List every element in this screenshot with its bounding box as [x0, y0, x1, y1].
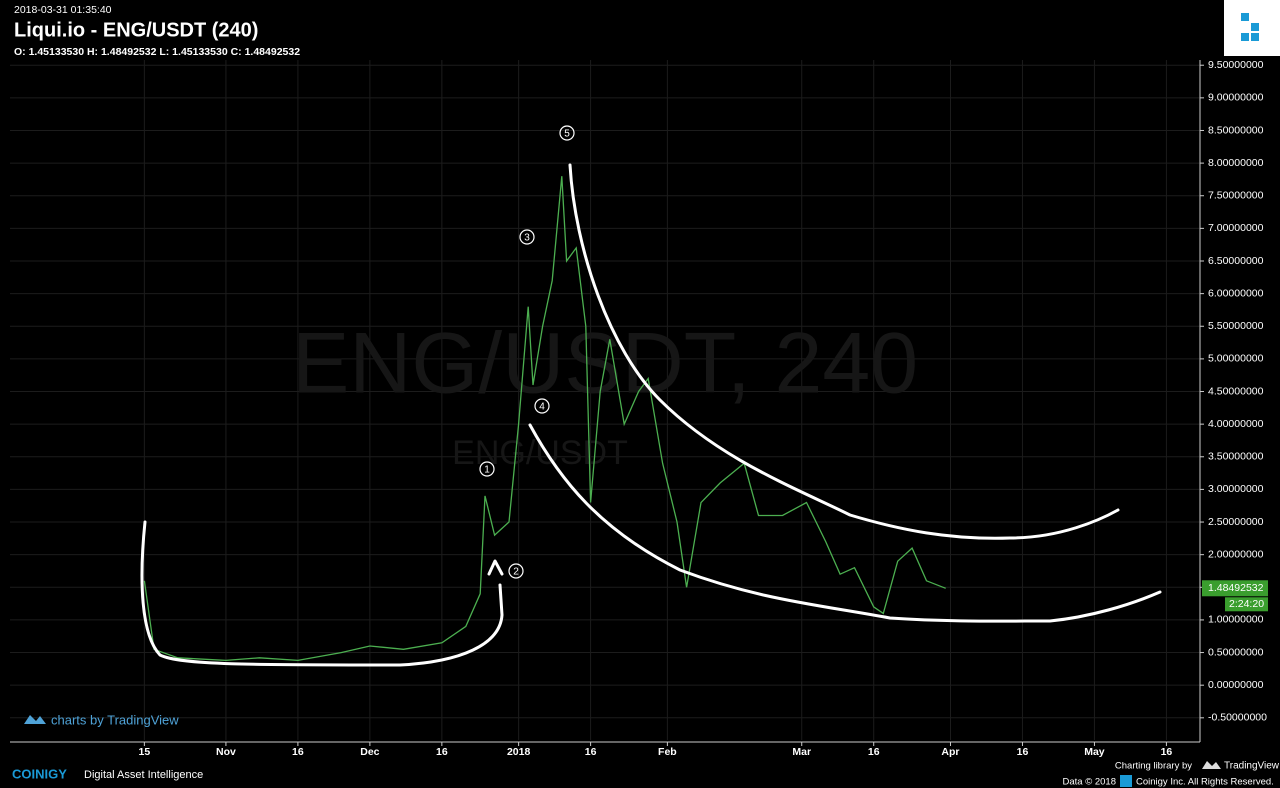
- footer-brand: COINIGY: [12, 766, 67, 781]
- y-tick-label: 9.00000000: [1208, 92, 1264, 104]
- grid: [10, 60, 1200, 740]
- annotation-circle: [519, 229, 535, 245]
- curve: [140, 520, 504, 667]
- y-tick-label: 5.50000000: [1208, 320, 1264, 332]
- tradingview-icon: [1202, 761, 1221, 769]
- curve: [528, 423, 1162, 623]
- price-tag: 1.48492532: [1208, 582, 1264, 594]
- annotation-circle: [479, 461, 495, 477]
- logo-block: [1251, 33, 1259, 41]
- footer-data-note: Data © 2018: [1063, 777, 1116, 788]
- x-tick-label: Nov: [216, 746, 236, 758]
- y-tick-label: 5.00000000: [1208, 353, 1264, 365]
- curve: [568, 163, 1120, 540]
- arrow: [487, 559, 504, 576]
- y-tick-label: 8.50000000: [1208, 124, 1264, 136]
- annotation: 5: [564, 129, 570, 140]
- x-tick-label: 16: [868, 746, 880, 758]
- y-tick-label: 9.50000000: [1208, 59, 1264, 71]
- footer-library-name: TradingView: [1224, 761, 1280, 772]
- y-tick-label: 6.50000000: [1208, 255, 1264, 267]
- x-tick-label: 16: [436, 746, 448, 758]
- x-tick-label: 16: [292, 746, 304, 758]
- footer-rights: Coinigy Inc. All Rights Reserved.: [1136, 777, 1274, 788]
- tradingview-icon: [24, 715, 46, 724]
- y-tick-label: 2.50000000: [1208, 516, 1264, 528]
- y-tick-label: 0.00000000: [1208, 679, 1264, 691]
- logo-block: [1251, 23, 1259, 31]
- footer-library: Charting library by: [1115, 761, 1192, 772]
- chart-title: Liqui.io - ENG/USDT (240): [14, 19, 258, 41]
- countdown: 2:24:20: [1229, 598, 1264, 610]
- coinigy-icon: [1120, 775, 1132, 787]
- logo-block: [1241, 33, 1249, 41]
- price-line: [143, 176, 946, 662]
- coinigy-logo: [1224, 0, 1280, 56]
- annotation-circle: [559, 125, 575, 141]
- y-tick-label: 3.50000000: [1208, 451, 1264, 463]
- y-tick-label: 1.00000000: [1208, 614, 1264, 626]
- annotation-circle: [534, 398, 550, 414]
- x-tick-label: 16: [1017, 746, 1029, 758]
- x-tick-label: Feb: [658, 746, 677, 758]
- timestamp: 2018-03-31 01:35:40: [14, 4, 112, 16]
- price-tag-box: [1202, 580, 1268, 597]
- y-tick-label: 4.50000000: [1208, 385, 1264, 397]
- countdown-box: [1225, 597, 1268, 612]
- plot: [143, 176, 946, 662]
- annotations: 1 2 3 4 5: [479, 125, 575, 579]
- x-tick-label: 16: [1161, 746, 1173, 758]
- credit: charts by TradingView: [51, 712, 179, 727]
- x-tick-label: Apr: [941, 746, 959, 758]
- y-tick-label: 6.00000000: [1208, 287, 1264, 299]
- y-tick-label: 7.50000000: [1208, 190, 1264, 202]
- ohlc: O: 1.45133530 H: 1.48492532 L: 1.4513353…: [14, 46, 300, 58]
- x-tick-label: 2018: [507, 746, 531, 758]
- x-tick-label: 16: [585, 746, 597, 758]
- y-tick-label: 4.00000000: [1208, 418, 1264, 430]
- annotation: 3: [524, 233, 530, 244]
- y-tick-label: -0.50000000: [1208, 712, 1267, 724]
- y-tick-label: 0.50000000: [1208, 646, 1264, 658]
- annotation-circle: [508, 563, 524, 579]
- y-tick-label: 3.00000000: [1208, 483, 1264, 495]
- footer-tagline: Digital Asset Intelligence: [84, 769, 203, 781]
- annotation: 2: [513, 567, 519, 578]
- x-tick-label: May: [1084, 746, 1105, 758]
- y-tick-label: 8.00000000: [1208, 157, 1264, 169]
- x-tick-label: Mar: [792, 746, 811, 758]
- y-tick-label: 7.00000000: [1208, 222, 1264, 234]
- annotation: 1: [484, 465, 490, 476]
- hand-drawn-curves: [140, 163, 1162, 667]
- axes: -0.50000000 0.00000000 0.50000000 1.0000000…: [139, 59, 1268, 758]
- x-tick-label: 15: [139, 746, 151, 758]
- x-tick-label: Dec: [360, 746, 379, 758]
- annotation: 4: [539, 402, 545, 413]
- logo-block: [1241, 13, 1249, 21]
- y-tick-label: 2.00000000: [1208, 548, 1264, 560]
